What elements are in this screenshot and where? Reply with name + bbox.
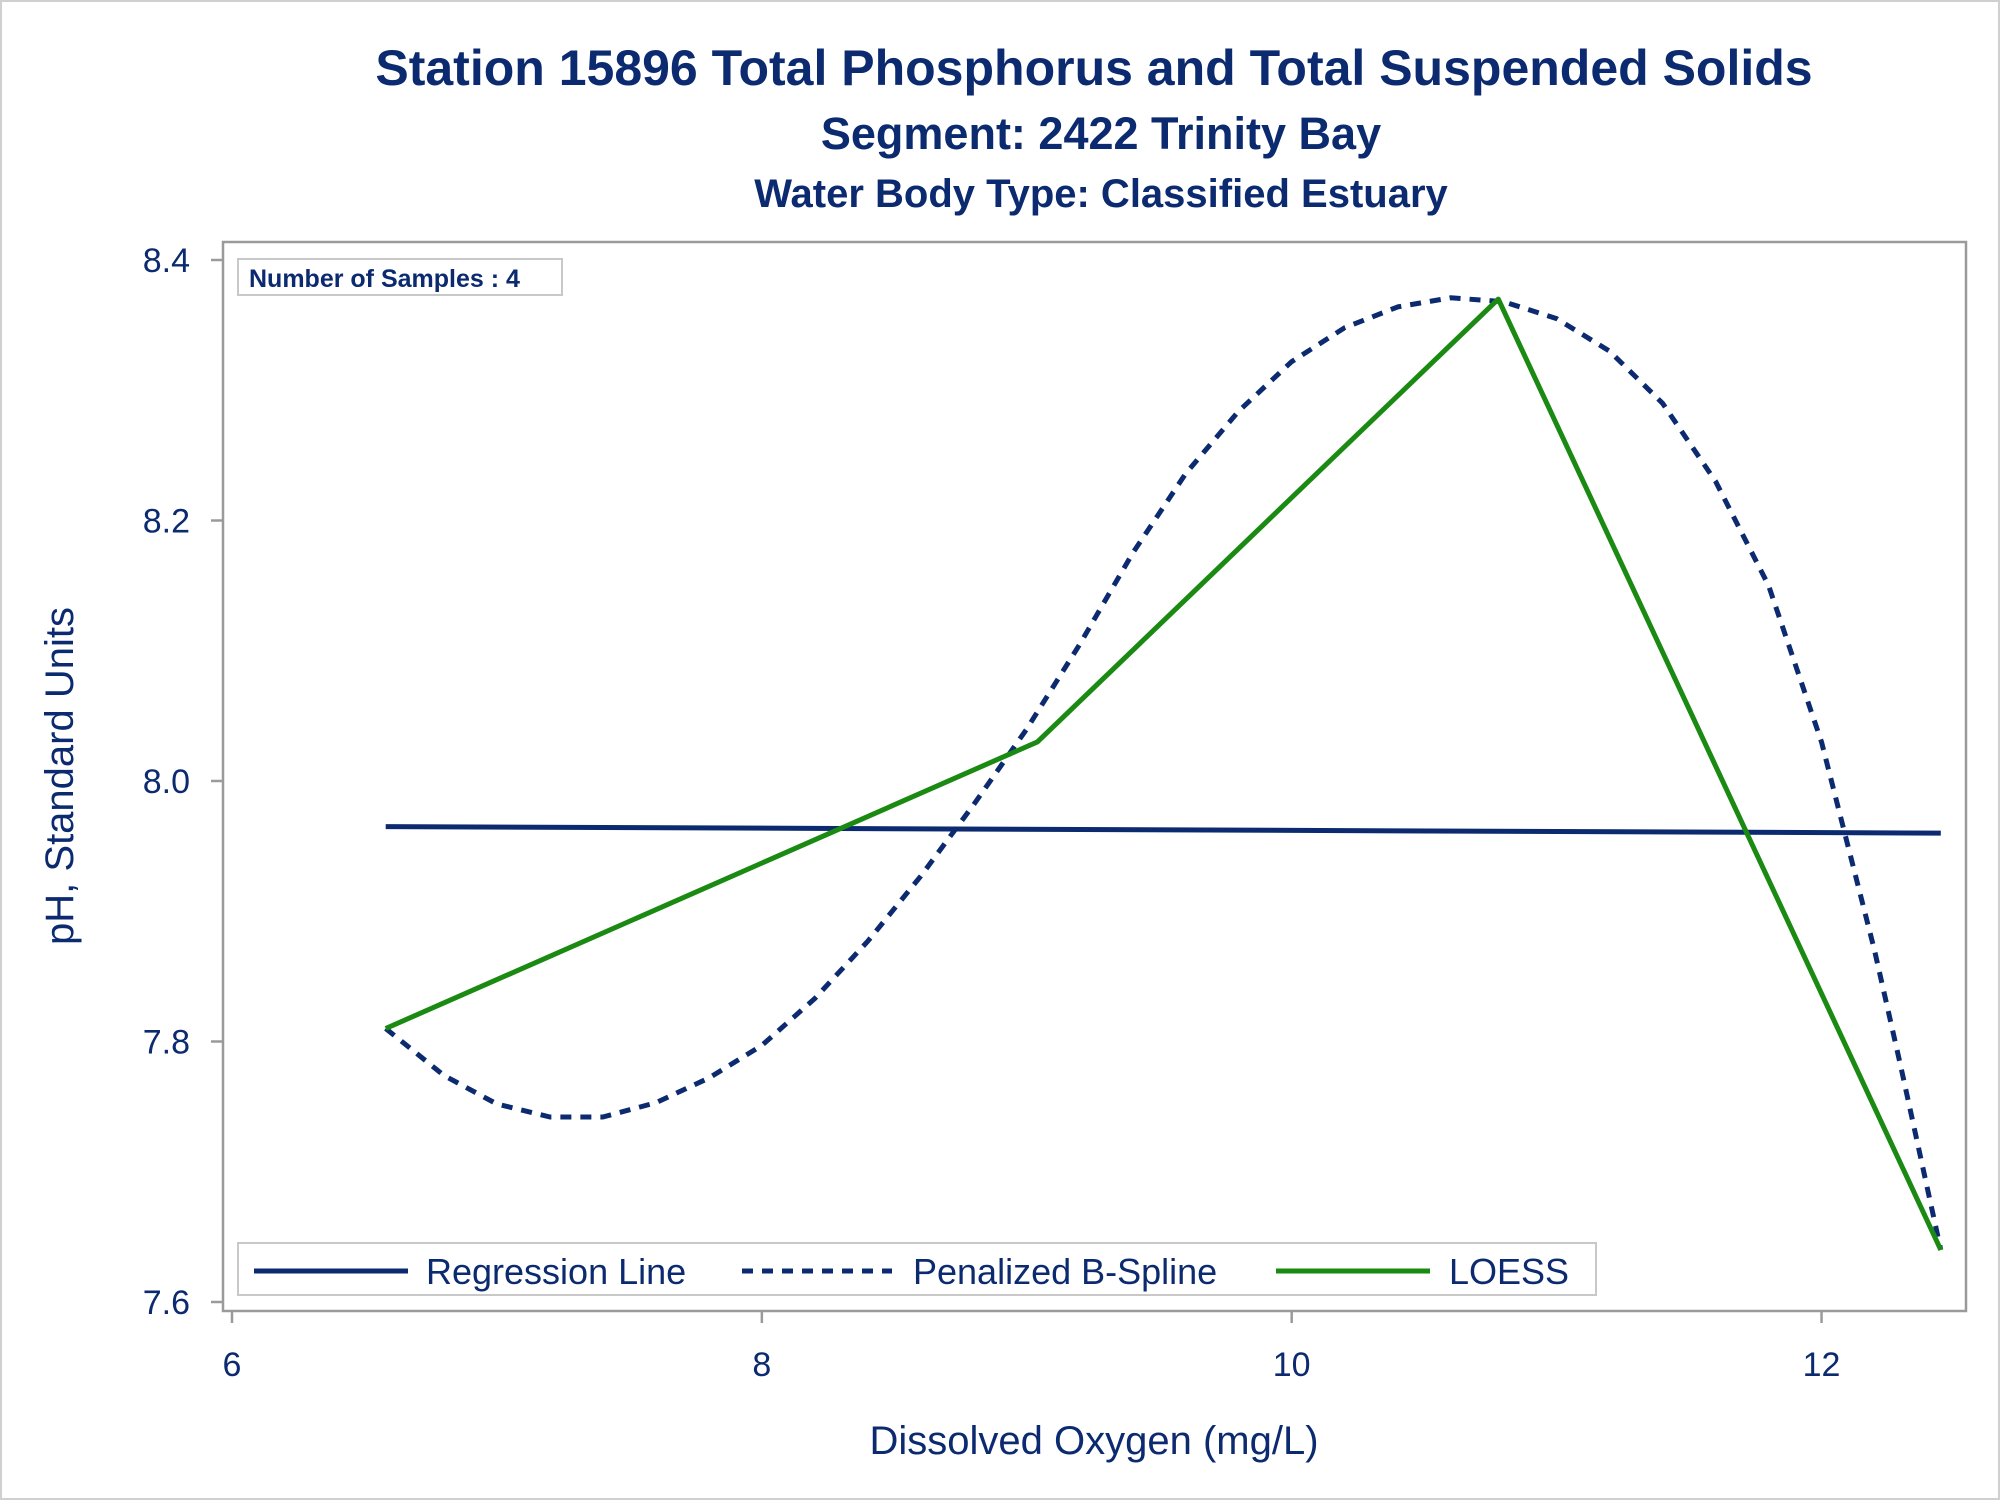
plot-area — [221, 240, 1968, 1313]
series-penalized-b-spline-line — [384, 295, 1944, 1251]
y-tick-label: 8.0 — [143, 763, 190, 801]
x-tick-label: 10 — [1273, 1346, 1311, 1384]
y-tick-label: 7.8 — [143, 1024, 190, 1062]
series-layer — [384, 295, 1944, 1251]
y-tick-label: 8.2 — [143, 503, 190, 541]
y-tick-label: 8.4 — [143, 242, 190, 280]
y-tick-label: 7.6 — [143, 1284, 190, 1322]
legend-label-penalized-b-spline: Penalized B-Spline — [913, 1251, 1217, 1292]
chart-subtitle-2: Water Body Type: Classified Estuary — [754, 172, 1448, 216]
x-tick-label: 12 — [1803, 1346, 1841, 1384]
legend-label-loess: LOESS — [1449, 1251, 1569, 1292]
chart-subtitle: Segment: 2422 Trinity Bay — [821, 108, 1381, 159]
x-axis-label: Dissolved Oxygen (mg/L) — [869, 1419, 1318, 1463]
legend-label-regression-line: Regression Line — [426, 1251, 686, 1292]
chart-title: Station 15896 Total Phosphorus and Total… — [375, 40, 1812, 96]
y-axis-label: pH, Standard Units — [38, 607, 82, 945]
x-tick-label: 6 — [223, 1346, 242, 1384]
series-loess-line — [384, 296, 1944, 1251]
x-axis: 6 8 10 12 — [223, 1311, 1841, 1384]
x-tick-label: 8 — [752, 1346, 771, 1384]
sample-count-label: Number of Samples : 4 — [249, 265, 520, 293]
legend: Regression Line Penalized B-Spline LOESS — [237, 1242, 1597, 1296]
y-axis: 7.6 7.8 8.0 8.2 8.4 — [143, 242, 223, 1322]
series-regression-line-line — [385, 824, 1941, 836]
sample-count-box: Number of Samples : 4 — [237, 258, 563, 296]
